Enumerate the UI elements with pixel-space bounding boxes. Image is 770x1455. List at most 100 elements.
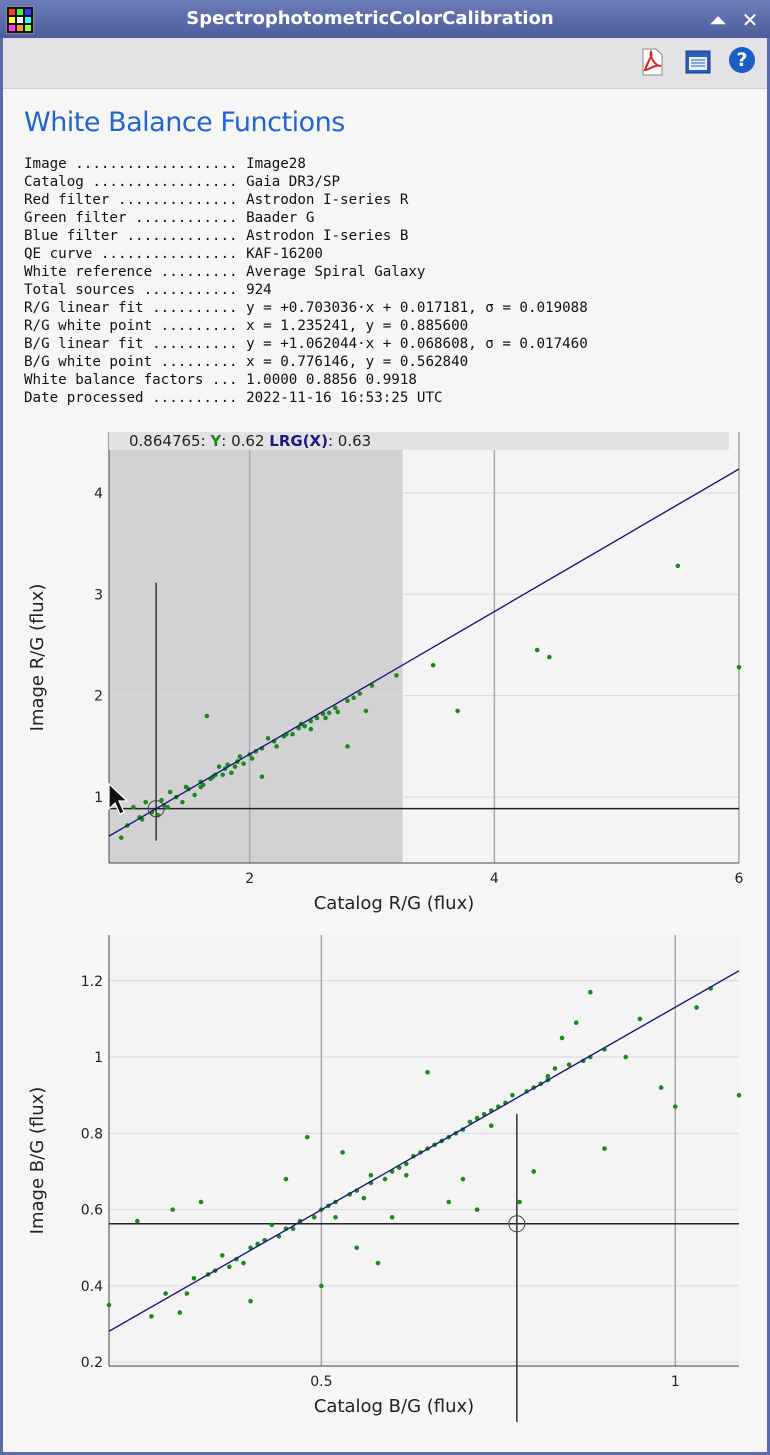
data-point [534,647,540,653]
close-window-button[interactable]: ✕ [738,8,762,32]
info-value: y = +0.703036·x + 0.017181, σ = 0.019088 [246,300,588,316]
data-point [216,764,222,769]
data-point [308,726,314,732]
data-point [566,1062,572,1067]
app-icon [6,6,34,34]
info-label: Blue filter ............. [24,228,247,244]
data-point [623,1054,629,1060]
data-point [675,563,681,569]
info-row: Blue filter ............. Astrodon I-ser… [24,227,588,245]
cursor-readout-bar [109,432,729,450]
info-label: B/G white point ......... [24,354,247,370]
data-point [602,1146,607,1151]
data-point [290,1226,296,1231]
data-point [265,735,271,741]
data-point [192,792,197,798]
info-row: B/G linear fit .......... y = +1.062044·… [24,335,588,353]
x-tick-label: 2 [245,871,254,887]
report-button[interactable] [685,50,711,74]
bg-scatter-chart[interactable]: 0.2 0.4 0.6 0.8 1 1.2 0.5 1 Catalog B/G (flux) Im… [3,932,767,1422]
data-point [200,782,206,788]
rg-scatter-chart[interactable]: 1 2 3 4 2 4 6 Catalog R/G (flux) Image R/G (flux… [3,429,767,919]
data-point [237,754,243,759]
y-tick-label: 1 [94,790,103,806]
data-point [248,1298,253,1304]
pdf-export-button[interactable] [639,48,665,76]
data-point [311,1214,317,1220]
y-tick-label: 4 [94,486,103,502]
info-value: x = 0.776146, y = 0.562840 [246,354,469,370]
info-value: Average Spiral Galaxy [246,264,426,280]
close-icon: ✕ [741,8,759,32]
data-point [545,1073,551,1079]
linear-fit-line [108,970,740,1332]
page-title: White Balance Functions [24,107,345,138]
help-icon: ? [736,49,748,71]
data-point [474,1207,480,1212]
data-point [232,764,238,769]
y-axis-label: Image R/G (flux) [27,584,48,732]
info-row: White reference ......... Average Spiral… [24,263,588,281]
toolbar: ? [3,38,767,89]
help-button[interactable]: ? [729,47,755,73]
data-point [446,1199,452,1205]
data-point [314,715,320,721]
data-point [241,761,246,766]
info-label: B/G linear fit .......... [24,336,247,352]
data-point [333,1214,338,1220]
data-point [177,1310,183,1315]
data-point [249,756,255,761]
readout-lrg-value: : 0.63 [328,432,371,450]
info-row: B/G white point ......... x = 0.776146, … [24,353,588,371]
info-row: QE curve ................ KAF-16200 [24,245,588,263]
data-point [363,708,369,714]
info-row: Green filter ............ Baader G [24,209,588,227]
data-point [198,1199,204,1205]
x-tick-label: 4 [490,871,499,887]
data-point [357,691,363,696]
data-point [165,804,171,810]
shade-icon: ⏶ [710,8,726,32]
data-point [170,1207,176,1212]
readout-lrg-label: LRG(X) [269,432,328,450]
window-title: SpectrophotometricColorCalibration [186,8,554,29]
data-point [361,1195,367,1201]
info-label: QE curve ................ [24,246,247,262]
info-label: R/G white point ......... [24,318,247,334]
data-point [323,715,328,721]
data-point [274,744,279,749]
data-point [531,1169,537,1174]
data-point [369,683,375,688]
data-point [559,1035,565,1041]
shade-window-button[interactable]: ⏶ [706,8,730,32]
report-content: White Balance Functions Image ..........… [3,89,767,1452]
info-value: 924 [246,282,272,298]
data-point [326,710,332,716]
app-logo-icon [9,9,31,31]
readout-y-value: : 0.62 [221,432,269,450]
info-table: Image ................... Image28 Catalog… [24,155,588,407]
pdf-export-icon [642,48,663,76]
x-axis-label: Catalog R/G (flux) [314,893,475,914]
data-point [404,1161,409,1167]
data-point [389,1214,395,1220]
data-point [106,1302,112,1308]
info-label: Image ................... [24,156,247,172]
data-point [425,1070,430,1075]
data-point [204,713,210,719]
title-bar[interactable]: SpectrophotometricColorCalibration ⏶ ✕ [0,0,770,38]
data-point [588,989,593,995]
report-icon [685,50,711,74]
data-point [637,1016,643,1022]
data-point [430,662,436,668]
data-point [354,1245,360,1251]
data-point [736,1092,742,1098]
data-point [510,1092,515,1098]
data-point [335,709,341,715]
data-point [302,723,308,729]
data-point [259,774,265,780]
data-point [319,1283,324,1289]
info-row: R/G linear fit .......... y = +0.703036·… [24,299,588,317]
data-point [351,695,356,700]
data-point [183,784,189,790]
